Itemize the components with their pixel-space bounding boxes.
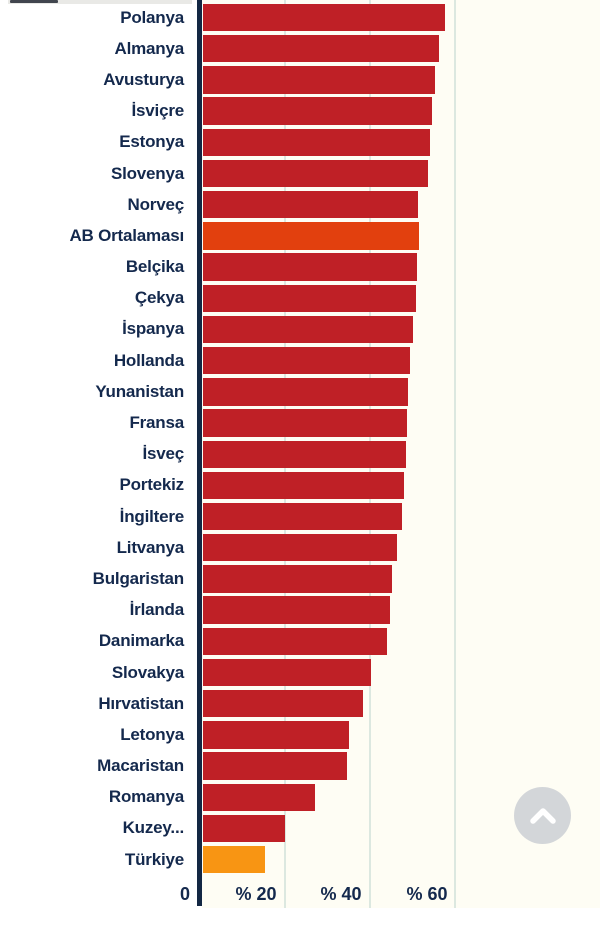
bar bbox=[203, 315, 413, 344]
chart-row: Fransa bbox=[0, 407, 600, 438]
chart-row: Avusturya bbox=[0, 64, 600, 95]
bar bbox=[203, 502, 402, 531]
chart-row: İspanya bbox=[0, 314, 600, 345]
bar bbox=[203, 3, 446, 32]
bar bbox=[203, 627, 387, 656]
category-label: Türkiye bbox=[124, 849, 184, 869]
bar bbox=[203, 565, 392, 593]
chart-row: Litvanya bbox=[0, 532, 600, 563]
bar bbox=[203, 66, 436, 94]
chart-row: İsveç bbox=[0, 439, 600, 470]
category-label: Fransa bbox=[129, 413, 184, 433]
chart-rows: Polanya Almanya Avusturya İsviçre Estonya Slo… bbox=[0, 2, 600, 875]
bar bbox=[203, 690, 363, 718]
chart-row: Slovenya bbox=[0, 158, 600, 189]
category-label: Litvanya bbox=[116, 537, 185, 557]
category-label: Estonya bbox=[119, 132, 184, 152]
category-label: İspanya bbox=[122, 319, 184, 339]
chart-row: Türkiye bbox=[0, 844, 600, 875]
chart-row: Norveç bbox=[0, 189, 600, 220]
category-label: Letonya bbox=[120, 724, 184, 744]
category-label: AB Ortalaması bbox=[69, 225, 184, 245]
x-tick-0: 0 bbox=[179, 884, 191, 904]
category-label: Portekiz bbox=[119, 475, 184, 495]
bar bbox=[203, 534, 397, 562]
chart-row: Almanya bbox=[0, 33, 600, 64]
bar bbox=[203, 814, 285, 843]
chart-row: Hırvatistan bbox=[0, 688, 600, 719]
category-label: Çekya bbox=[134, 288, 184, 308]
bar bbox=[203, 596, 391, 624]
category-label: Avusturya bbox=[103, 69, 184, 89]
bar bbox=[203, 35, 439, 63]
category-label: Danimarka bbox=[98, 631, 184, 651]
scroll-to-top-button[interactable] bbox=[514, 787, 571, 844]
chart-row: İrlanda bbox=[0, 595, 600, 626]
bar bbox=[203, 721, 350, 749]
category-label: Norveç bbox=[127, 194, 185, 214]
category-label: Yunanistan bbox=[95, 381, 184, 401]
chevron-up-icon bbox=[527, 806, 559, 826]
category-label: Slovakya bbox=[111, 662, 184, 682]
chart-row: Romanya bbox=[0, 782, 600, 813]
gridline-60 bbox=[454, 0, 456, 908]
bar bbox=[203, 284, 416, 312]
category-label: İngiltere bbox=[119, 506, 185, 526]
chart-row: İsviçre bbox=[0, 96, 600, 127]
y-axis-line bbox=[197, 0, 202, 906]
bar bbox=[203, 752, 347, 780]
bar bbox=[203, 222, 419, 250]
bar bbox=[203, 409, 407, 437]
chart-row: Belçika bbox=[0, 252, 600, 283]
cropped-top-edge-artifact bbox=[8, 0, 192, 4]
bar bbox=[203, 159, 428, 188]
chart-row: Portekiz bbox=[0, 470, 600, 501]
category-label: Hollanda bbox=[113, 350, 184, 370]
category-label: Belçika bbox=[125, 257, 184, 277]
x-tick-40: % 40 bbox=[320, 884, 362, 904]
x-tick-60: % 60 bbox=[406, 884, 448, 904]
chart-row: Çekya bbox=[0, 283, 600, 314]
chart-row: Hollanda bbox=[0, 345, 600, 376]
category-label: Romanya bbox=[108, 787, 184, 807]
category-label: Bulgaristan bbox=[92, 568, 185, 588]
category-label: İsviçre bbox=[131, 101, 185, 121]
chart-row: Kuzey... bbox=[0, 813, 600, 844]
x-axis-tick-labels: 0 % 20 % 40 % 60 bbox=[0, 884, 600, 912]
category-label: Polanya bbox=[120, 7, 184, 27]
chart-row: Slovakya bbox=[0, 657, 600, 688]
bar bbox=[203, 128, 430, 157]
bar bbox=[203, 378, 408, 406]
bar bbox=[203, 783, 315, 811]
chart-row: AB Ortalaması bbox=[0, 220, 600, 251]
bar bbox=[203, 191, 418, 219]
bar bbox=[203, 97, 433, 125]
chart-row: Polanya bbox=[0, 2, 600, 33]
chart-row: Macaristan bbox=[0, 751, 600, 782]
chart-row: Danimarka bbox=[0, 626, 600, 657]
x-tick-20: % 20 bbox=[235, 884, 277, 904]
chart-row: Bulgaristan bbox=[0, 563, 600, 594]
chart-row: Yunanistan bbox=[0, 376, 600, 407]
cropped-top-edge-artifact-dark bbox=[10, 0, 58, 3]
chart-row: Estonya bbox=[0, 127, 600, 158]
category-label: Slovenya bbox=[110, 163, 184, 183]
bar bbox=[203, 346, 410, 375]
category-label: Macaristan bbox=[97, 756, 184, 776]
bar bbox=[203, 658, 371, 687]
category-label: Almanya bbox=[114, 38, 185, 58]
bar bbox=[203, 440, 407, 468]
category-label: Kuzey... bbox=[122, 818, 185, 838]
bar bbox=[203, 471, 404, 500]
category-label: Hırvatistan bbox=[98, 693, 184, 713]
bar bbox=[203, 845, 265, 874]
chart-row: Letonya bbox=[0, 719, 600, 750]
chart-row: İngiltere bbox=[0, 501, 600, 532]
bar bbox=[203, 253, 417, 281]
category-label: İsveç bbox=[142, 444, 184, 464]
category-label: İrlanda bbox=[129, 600, 185, 620]
